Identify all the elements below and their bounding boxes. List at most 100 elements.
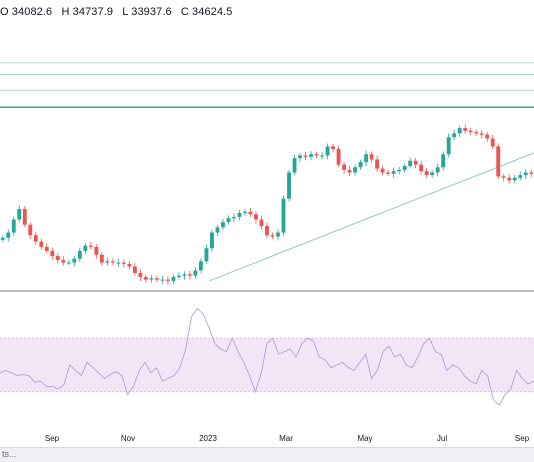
candle-body	[237, 212, 242, 217]
candle-body	[292, 158, 297, 173]
candle-body	[402, 165, 407, 170]
time-tick-label: Sep	[45, 434, 60, 443]
time-axis: Sep Nov 2023 Mar May Jul Sep	[45, 434, 530, 443]
high-value: H 34737.9	[61, 6, 114, 18]
ohlc-legend: O 34082.6 H 34737.9 L 33937.6 C 34624.5	[0, 6, 239, 18]
candle-body	[132, 266, 137, 274]
candle-body	[430, 172, 435, 176]
candle-body	[199, 261, 203, 271]
candle-body	[143, 276, 148, 280]
candle-body	[512, 177, 517, 181]
candle-body	[149, 278, 154, 280]
candle-body	[232, 216, 236, 219]
candle-body	[358, 162, 363, 168]
candle-body	[419, 164, 424, 172]
candle-body	[303, 155, 308, 157]
candle-body	[435, 167, 440, 173]
candle-body	[529, 172, 534, 174]
candle-body	[204, 248, 209, 262]
candle-body	[397, 169, 402, 172]
time-tick-label: Jul	[437, 434, 447, 443]
rsi-pane	[0, 308, 534, 406]
candle-body	[331, 146, 335, 149]
candle-body	[33, 235, 38, 242]
candle-body	[210, 232, 214, 249]
candle-body	[314, 154, 319, 156]
candle-body	[0, 237, 5, 240]
rsi-line	[0, 308, 534, 406]
candle-body	[50, 250, 55, 257]
candle-body	[176, 275, 181, 277]
candle-body	[193, 270, 198, 276]
candle-body	[61, 259, 66, 263]
candle-body	[463, 128, 468, 131]
candle-body	[182, 274, 187, 276]
candle-body	[375, 159, 380, 169]
candle-body	[248, 211, 253, 215]
rsi-band	[0, 338, 534, 392]
candle-body	[496, 146, 501, 177]
time-tick-label: May	[357, 434, 372, 443]
horizontal-levels	[0, 62, 534, 108]
candle-body	[121, 262, 126, 264]
candle-body	[479, 133, 484, 135]
candle-body	[17, 209, 22, 220]
candle-body	[105, 261, 110, 263]
candle-body	[22, 209, 27, 225]
candle-body	[446, 137, 451, 155]
candle-body	[408, 160, 413, 166]
candle-body	[287, 172, 291, 199]
candle-body	[276, 232, 280, 237]
candle-body	[518, 175, 523, 178]
candle-body	[507, 177, 512, 181]
close-value: C 34624.5	[180, 6, 233, 18]
candle-body	[369, 154, 374, 160]
candle-body	[281, 198, 286, 233]
candle-body	[221, 222, 225, 228]
candle-body	[160, 279, 165, 281]
time-tick-label: 2023	[199, 434, 217, 443]
candle-body	[265, 226, 269, 236]
time-tick-label: Nov	[121, 434, 135, 443]
candle-body	[138, 273, 143, 277]
candle-body	[44, 246, 49, 251]
candle-body	[66, 262, 71, 264]
candle-body	[165, 279, 170, 281]
candle-body	[342, 164, 346, 170]
candle-body	[298, 155, 302, 159]
trend-line	[209, 152, 534, 282]
low-value: L 33937.6	[122, 6, 172, 18]
candle-body	[485, 134, 490, 139]
candle-body	[72, 258, 77, 263]
candle-body	[309, 154, 313, 157]
candle-body	[226, 218, 231, 223]
open-value: O 34082.6	[0, 6, 53, 18]
candle-body	[424, 171, 429, 176]
candle-body	[254, 214, 258, 220]
support-trend-line	[209, 152, 534, 282]
candle-body	[55, 256, 60, 260]
candle-body	[127, 263, 132, 267]
candle-body	[325, 146, 330, 156]
candle-body	[99, 254, 104, 263]
candle-body	[380, 168, 385, 173]
candle-body	[116, 262, 121, 264]
candle-body	[386, 172, 391, 174]
candle-body	[39, 241, 44, 247]
candle-body	[391, 171, 396, 174]
candle-body	[188, 274, 192, 276]
candle-body	[490, 138, 495, 147]
candle-body	[88, 245, 93, 247]
candle-body	[243, 211, 247, 213]
candle-body	[413, 160, 418, 165]
time-tick-label: Sep	[515, 434, 530, 443]
candle-body	[523, 172, 528, 176]
candle-body	[353, 167, 358, 173]
candle-body	[347, 169, 352, 173]
candle-body	[441, 154, 446, 168]
candle-body	[215, 227, 220, 233]
candle-body	[154, 278, 159, 280]
candle-body	[28, 224, 33, 236]
